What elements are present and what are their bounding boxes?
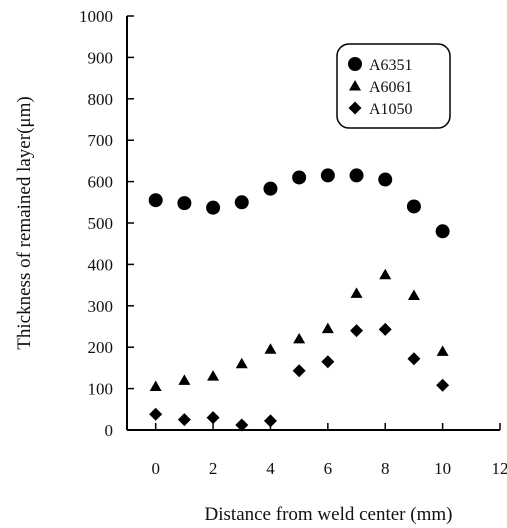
data-point-a6061 [407,289,420,300]
y-tick-label: 900 [88,48,114,67]
legend-label: A1050 [369,101,413,118]
y-tick-label: 300 [88,297,114,316]
legend-marker-a1050 [348,101,362,115]
y-axis-title: Thickness of remained layer(μm) [14,96,35,349]
x-tick-label: 2 [209,459,218,478]
y-tick-label: 400 [88,255,114,274]
x-tick-label: 0 [151,459,160,478]
y-tick-label: 800 [88,90,114,109]
y-tick-label: 600 [88,173,114,192]
legend-marker-a6061 [349,80,361,91]
series-a6351 [148,168,450,239]
data-points [148,168,450,432]
data-point-a6061 [350,287,363,298]
data-point-a6351 [263,181,278,196]
data-point-a6351 [234,195,249,210]
legend: A6351 A6061 A1050 [336,43,451,129]
legend-label: A6061 [369,79,413,96]
x-ticks: 0 2 4 6 8 10 12 [151,423,507,478]
data-point-a6061 [264,343,277,354]
series-a6061 [149,268,449,392]
x-tick-label: 6 [324,459,333,478]
data-point-a6351 [349,168,364,183]
y-tick-label: 500 [88,214,114,233]
y-tick-label: 100 [88,380,114,399]
data-point-a6351 [435,224,450,239]
data-point-a6351 [378,172,393,187]
data-point-a6351 [320,168,335,183]
data-point-a6061 [178,374,191,385]
data-point-a6351 [206,200,221,215]
data-point-a1050 [292,364,306,378]
x-tick-label: 10 [434,459,451,478]
legend-box [336,43,451,129]
data-point-a1050 [436,378,450,392]
data-point-a1050 [378,322,392,336]
y-ticks: 0 100 200 300 400 500 600 700 800 900 1000 [79,7,134,440]
data-point-a1050 [263,414,277,428]
data-point-a1050 [149,407,163,421]
data-point-a1050 [321,355,335,369]
legend-label: A6351 [369,57,413,74]
x-axis-title: Distance from weld center (mm) [205,504,453,525]
data-point-a6351 [406,199,421,214]
x-tick-label: 4 [266,459,275,478]
data-point-a1050 [235,418,249,432]
y-tick-label: 1000 [79,7,113,26]
data-point-a6351 [148,193,163,208]
y-tick-label: 200 [88,338,114,357]
y-tick-label: 0 [105,421,114,440]
data-point-a6061 [379,268,392,280]
data-point-a1050 [206,411,220,425]
legend-items: A6351 A6061 A1050 [348,57,413,118]
legend-marker-a6351 [348,57,362,71]
series-a1050 [149,322,450,432]
data-point-a6351 [177,196,192,211]
x-tick-label: 12 [492,459,507,478]
data-point-a6061 [207,370,220,381]
y-tick-label: 700 [88,131,114,150]
data-point-a6061 [436,345,449,356]
data-point-a6351 [292,170,307,185]
data-point-a6061 [293,332,306,344]
x-tick-label: 8 [381,459,390,478]
data-point-a1050 [350,324,364,338]
data-point-a1050 [177,413,191,427]
data-point-a6061 [149,380,162,392]
data-point-a1050 [407,352,421,366]
data-point-a6061 [235,357,248,369]
data-point-a6061 [321,322,334,334]
